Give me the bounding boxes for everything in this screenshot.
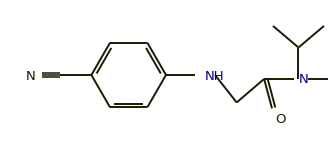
Text: N: N	[299, 74, 308, 86]
Text: N: N	[26, 69, 35, 82]
Text: O: O	[275, 113, 285, 126]
Text: NH: NH	[204, 69, 224, 82]
